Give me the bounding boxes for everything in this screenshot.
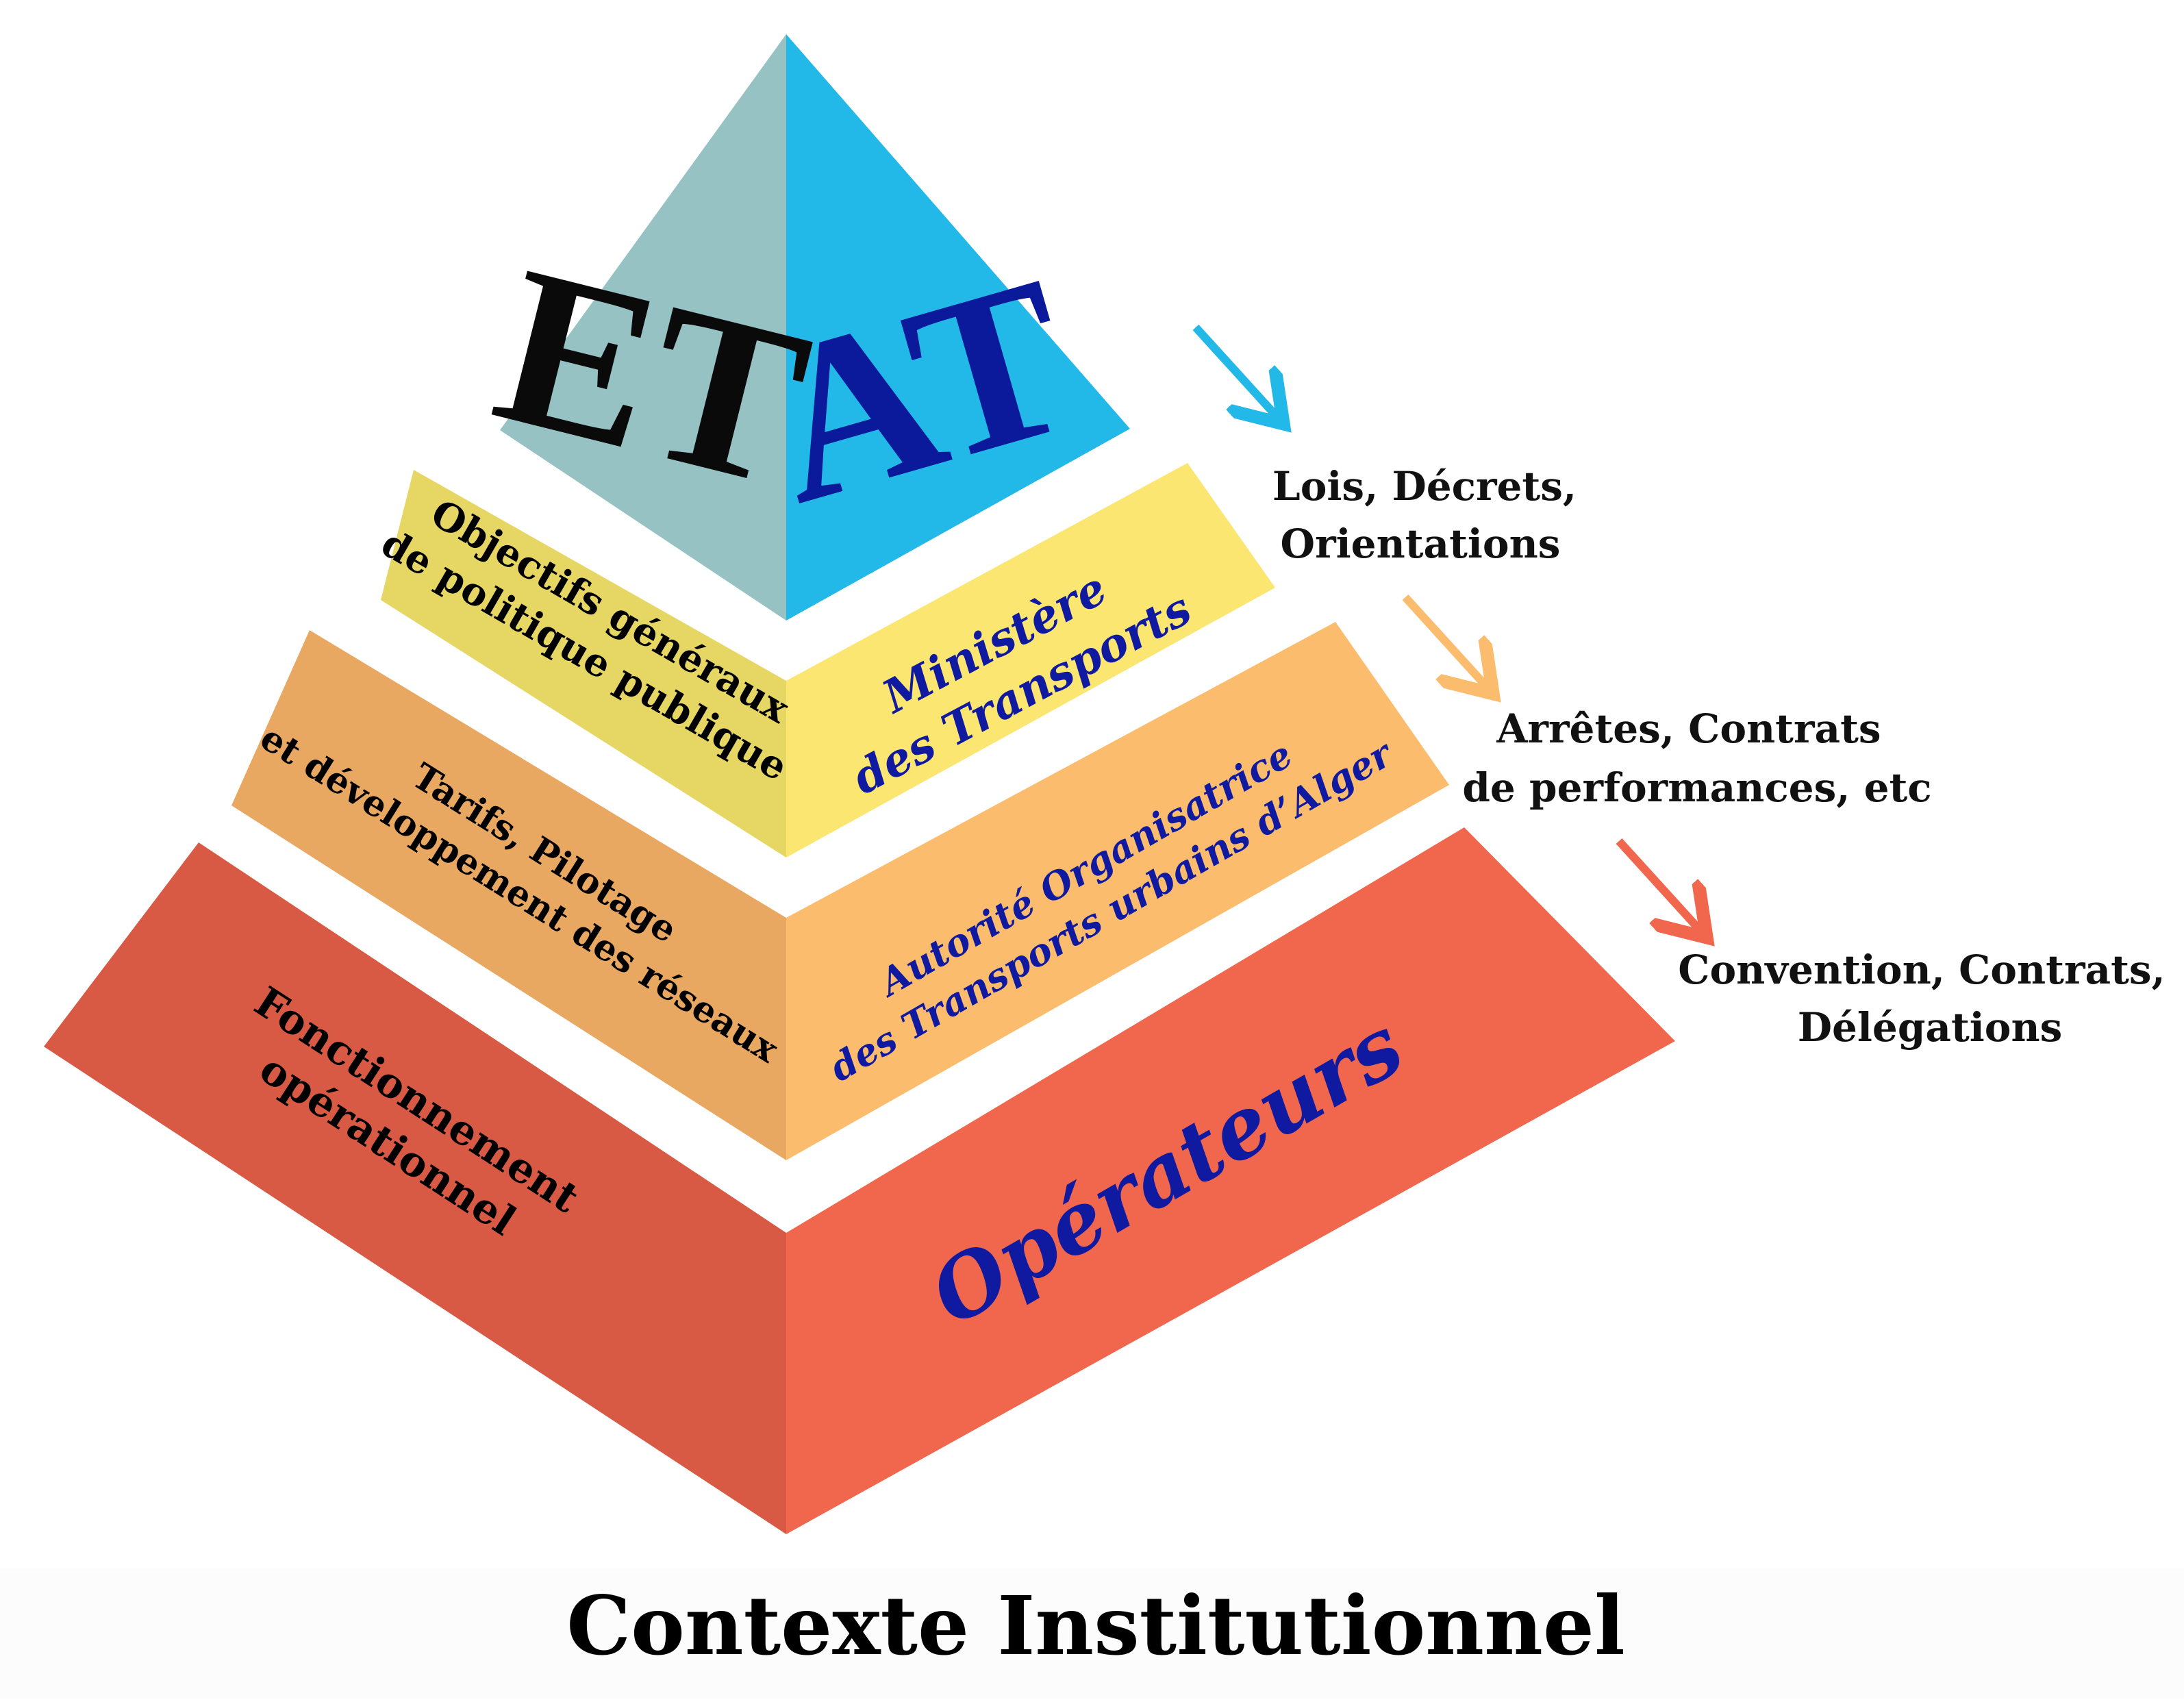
diagram-title: Contexte Institutionnel xyxy=(566,1578,1625,1673)
level3-right-face xyxy=(786,827,1675,1534)
instrument-lois: Lois, Décrets, Orientations xyxy=(1272,463,1577,567)
instrument-arretes-line2: de performances, etc xyxy=(1462,764,1931,811)
apex-left-face xyxy=(500,34,786,621)
level2-left-face xyxy=(231,630,786,1160)
instrument-convention: Convention, Contrats, Délégations xyxy=(1678,947,2165,1051)
instrument-lois-line2: Orientations xyxy=(1281,521,1561,567)
apex-etat xyxy=(500,34,1130,621)
instrument-arretes: Arrêtes, Contrats de performances, etc xyxy=(1462,705,1931,811)
level1-right-face xyxy=(786,463,1275,858)
level2-right-face xyxy=(786,622,1449,1160)
level-operateurs xyxy=(44,827,1675,1534)
level3-left-face xyxy=(44,842,786,1534)
instrument-convention-line2: Délégations xyxy=(1798,1004,2063,1051)
instrument-lois-line1: Lois, Décrets, xyxy=(1272,463,1577,510)
apex-right-face xyxy=(786,34,1130,621)
title-band xyxy=(0,1568,2184,1699)
level1-left-face xyxy=(381,470,786,858)
instrument-convention-line1: Convention, Contrats, xyxy=(1678,947,2165,993)
level-autorite xyxy=(231,622,1449,1160)
level-ministere xyxy=(381,463,1275,858)
instrument-arretes-line1: Arrêtes, Contrats xyxy=(1496,705,1881,752)
arrow-down-right-icon xyxy=(1402,594,1488,688)
arrow-down-right-icon xyxy=(1616,838,1701,931)
arrow-down-right-icon xyxy=(1192,324,1278,418)
